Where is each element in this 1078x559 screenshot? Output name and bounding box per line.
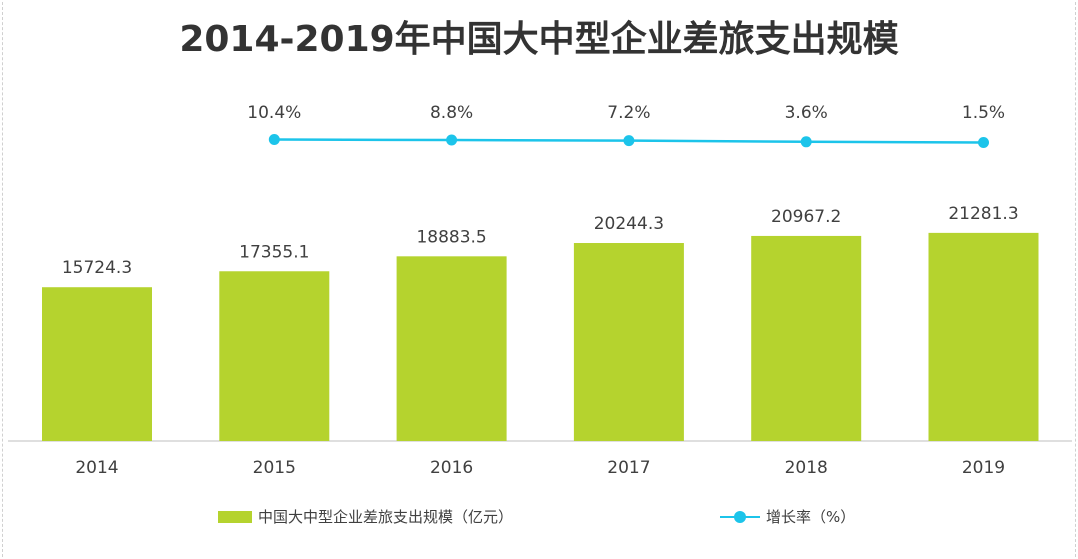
bar-value-label-2019: 21281.3 xyxy=(948,204,1018,224)
growth-point-2019 xyxy=(978,137,989,149)
bar-2017 xyxy=(573,243,684,441)
x-tick-label-2015: 2015 xyxy=(253,458,296,478)
x-tick-label-2014: 2014 xyxy=(75,458,118,478)
growth-label-2019: 1.5% xyxy=(962,103,1005,123)
bar-value-label-2015: 17355.1 xyxy=(239,242,309,262)
growth-point-2018 xyxy=(800,136,812,148)
legend-item-line: 增长率（%） xyxy=(720,506,855,527)
x-tick-label-2019: 2019 xyxy=(962,458,1005,478)
bar-2018 xyxy=(751,235,862,441)
bar-value-label-2016: 18883.5 xyxy=(416,227,486,247)
growth-point-2017 xyxy=(623,135,635,147)
growth-label-2017: 7.2% xyxy=(607,103,650,123)
bar-value-label-2014: 15724.3 xyxy=(62,258,132,278)
bar-2015 xyxy=(219,271,330,441)
growth-label-2018: 3.6% xyxy=(785,103,828,123)
bar-2014 xyxy=(42,287,152,441)
bar-value-label-2017: 20244.3 xyxy=(594,214,664,234)
bar-value-label-2018: 20967.2 xyxy=(771,207,841,227)
bar-2019 xyxy=(928,232,1039,441)
growth-point-2016 xyxy=(446,134,458,146)
legend-item-bar: 中国大中型企业差旅支出规模（亿元） xyxy=(218,506,513,527)
legend-line-swatch xyxy=(720,510,760,523)
growth-label-2015: 10.4% xyxy=(247,103,301,123)
x-tick-label-2017: 2017 xyxy=(607,458,650,478)
growth-point-2015 xyxy=(268,134,280,145)
chart-legend: 中国大中型企业差旅支出规模（亿元） 增长率（%） xyxy=(0,506,1078,530)
chart-plot: 15724.3 2014 17355.1 2015 18883.5 2016 20244.3… xyxy=(8,103,1072,478)
chart-title: 2014-2019年中国大中型企业差旅支出规模 xyxy=(179,19,899,60)
bar-2016 xyxy=(396,256,507,441)
legend-bar-label: 中国大中型企业差旅支出规模（亿元） xyxy=(258,508,514,526)
x-tick-label-2016: 2016 xyxy=(430,458,473,478)
growth-label-2016: 8.8% xyxy=(430,103,473,123)
legend-bar-swatch xyxy=(218,510,252,523)
legend-line-label: 增长率（%） xyxy=(766,508,856,526)
x-tick-label-2018: 2018 xyxy=(785,458,828,478)
